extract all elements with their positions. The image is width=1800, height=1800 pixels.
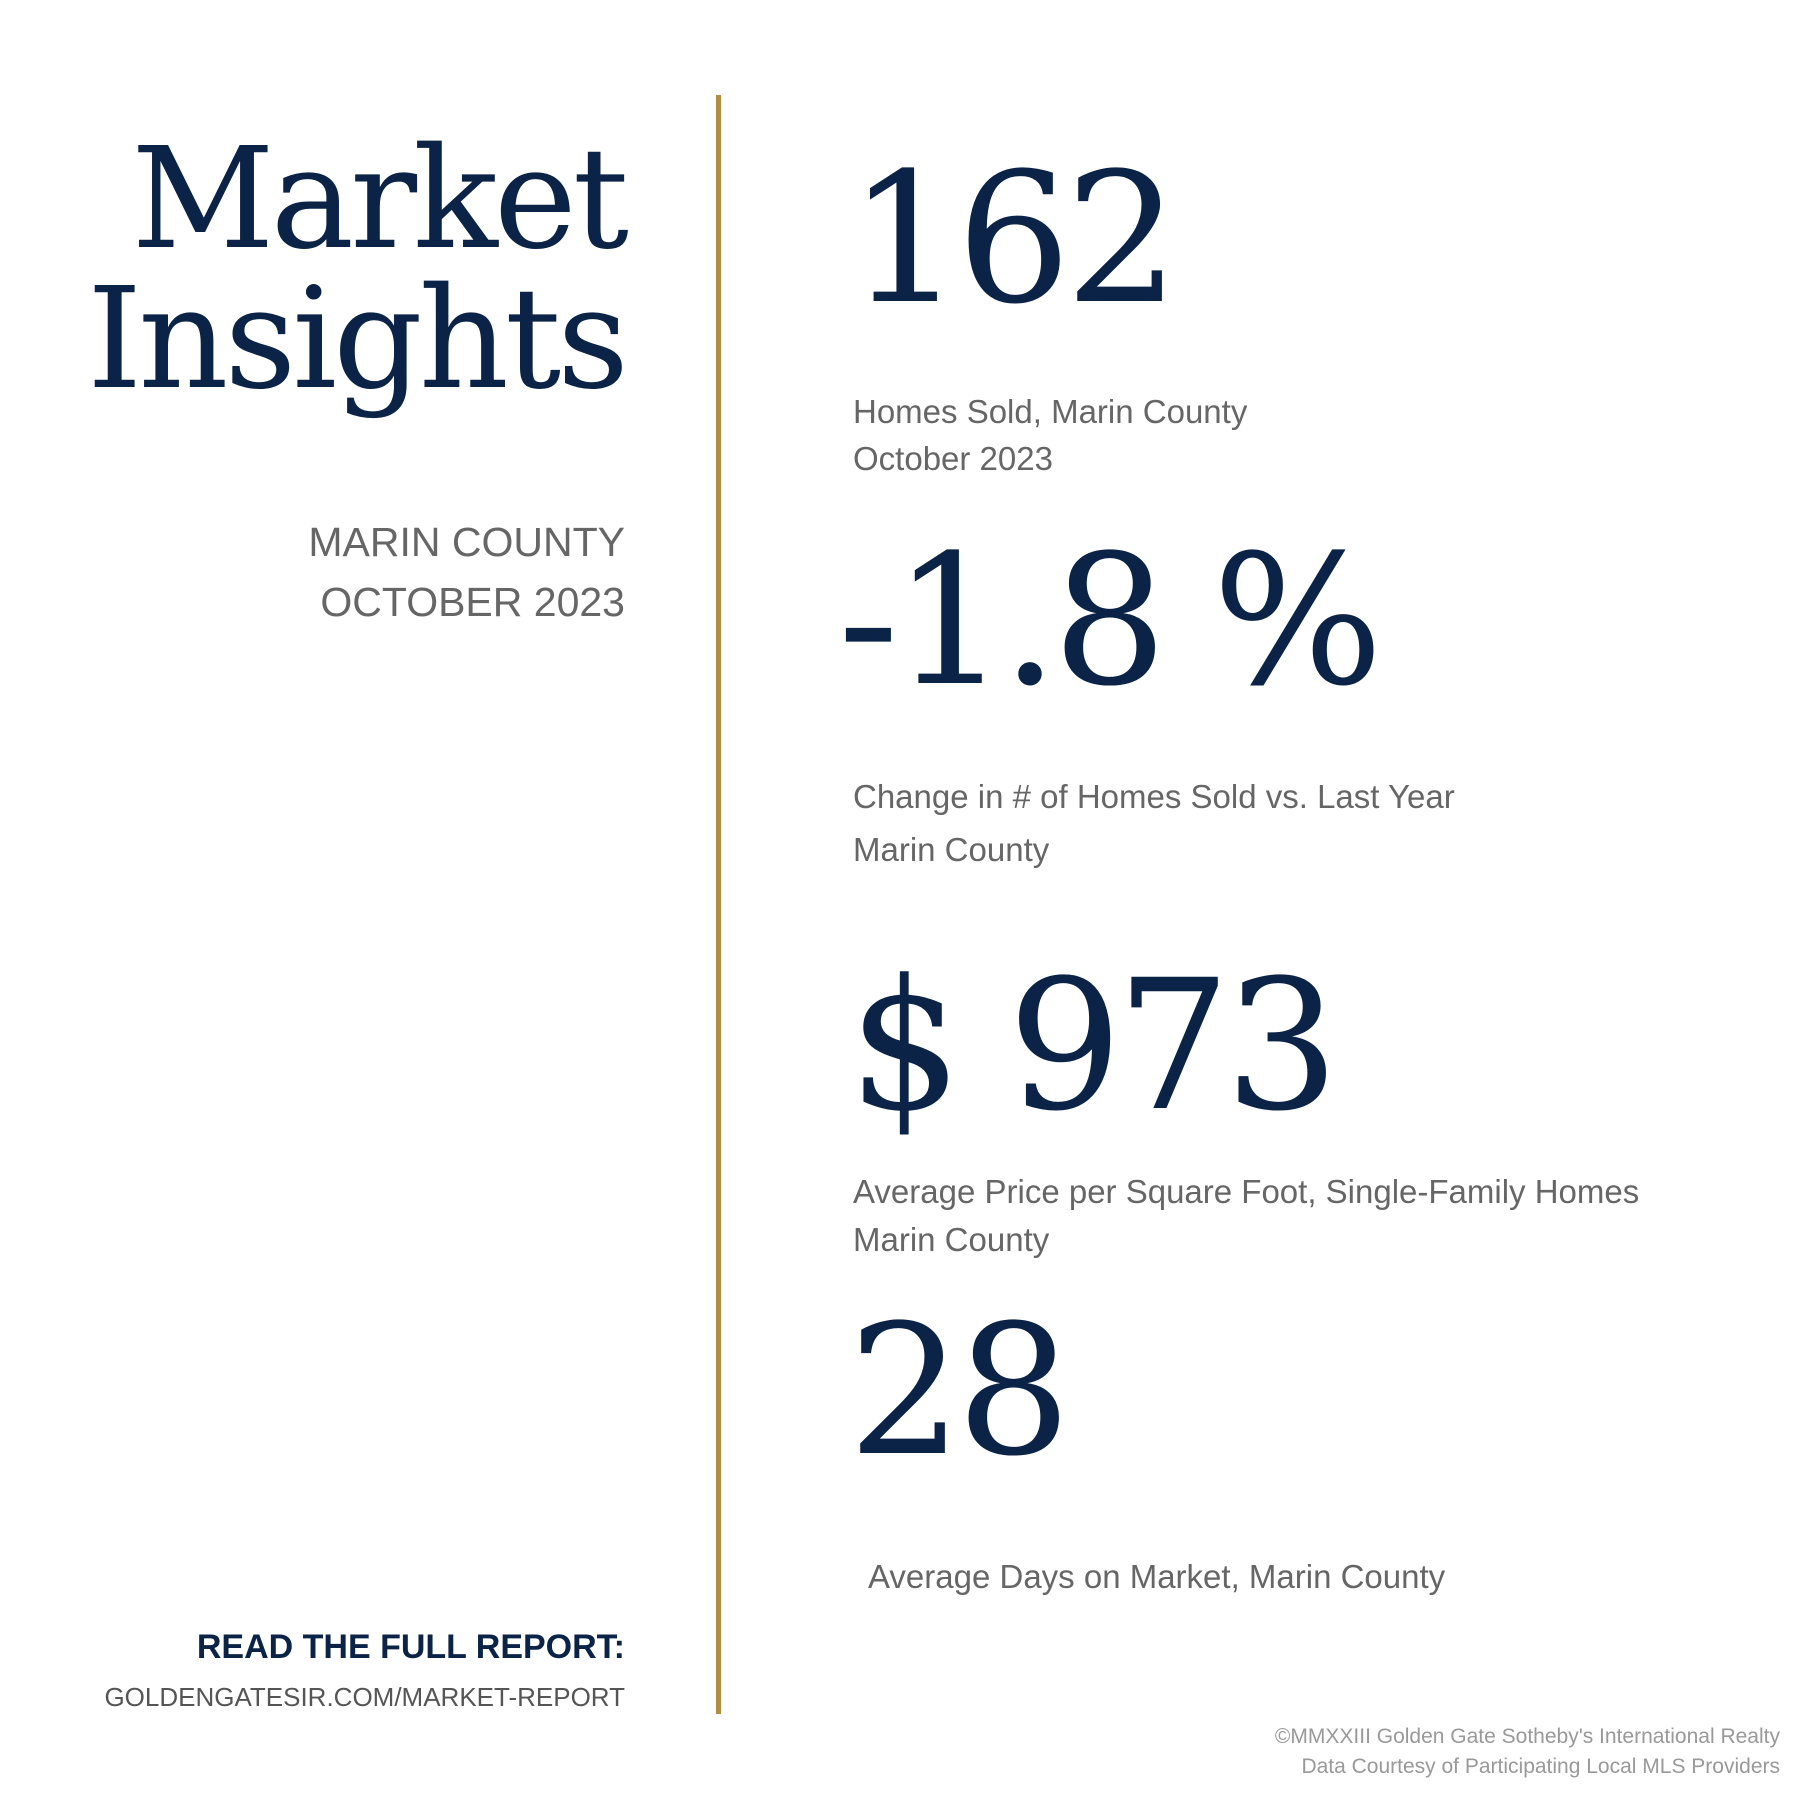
homes-sold-label: Homes Sold, Marin County October 2023 bbox=[853, 388, 1247, 482]
full-report-cta: READ THE FULL REPORT: GOLDENGATESIR.COM/… bbox=[104, 1626, 625, 1714]
page-title: Market Insights bbox=[87, 118, 629, 421]
days-on-market-label: Average Days on Market, Marin County bbox=[868, 1553, 1445, 1601]
homes-sold-value: 162 bbox=[848, 135, 1180, 344]
region-label: MARIN COUNTY bbox=[308, 519, 625, 565]
change-homes-sold-label: Change in # of Homes Sold vs. Last Year … bbox=[853, 770, 1455, 876]
change-homes-sold-label-line1: Change in # of Homes Sold vs. Last Year bbox=[853, 778, 1455, 815]
days-on-market-value: 28 bbox=[848, 1287, 1071, 1496]
report-location: MARIN COUNTY OCTOBER 2023 bbox=[308, 512, 625, 632]
cta-title: READ THE FULL REPORT: bbox=[196, 1628, 625, 1666]
data-credit-text: Data Courtesy of Participating Local MLS… bbox=[1301, 1755, 1780, 1778]
homes-sold-label-line1: Homes Sold, Marin County bbox=[853, 393, 1248, 430]
homes-sold-label-line2: October 2023 bbox=[853, 440, 1053, 477]
price-per-sqft-label-line1: Average Price per Square Foot, Single-Fa… bbox=[853, 1173, 1640, 1210]
change-homes-sold-value: -1.8 % bbox=[838, 517, 1383, 726]
title-line-insights: Insights bbox=[87, 258, 629, 421]
copyright-text: ©MMXXIII Golden Gate Sotheby's Internati… bbox=[1274, 1725, 1780, 1748]
period-label: OCTOBER 2023 bbox=[320, 579, 625, 625]
price-per-sqft-value: $ 973 bbox=[848, 942, 1339, 1151]
footer-credits: ©MMXXIII Golden Gate Sotheby's Internati… bbox=[1275, 1722, 1780, 1782]
price-per-sqft-label: Average Price per Square Foot, Single-Fa… bbox=[853, 1168, 1639, 1264]
report-url-link[interactable]: GOLDENGATESIR.COM/MARKET-REPORT bbox=[104, 1682, 625, 1712]
price-per-sqft-label-line2: Marin County bbox=[853, 1221, 1050, 1258]
vertical-divider bbox=[716, 95, 721, 1714]
title-line-market: Market bbox=[131, 118, 629, 281]
change-homes-sold-label-line2: Marin County bbox=[853, 831, 1050, 868]
days-on-market-label-line1: Average Days on Market, Marin County bbox=[868, 1558, 1446, 1595]
